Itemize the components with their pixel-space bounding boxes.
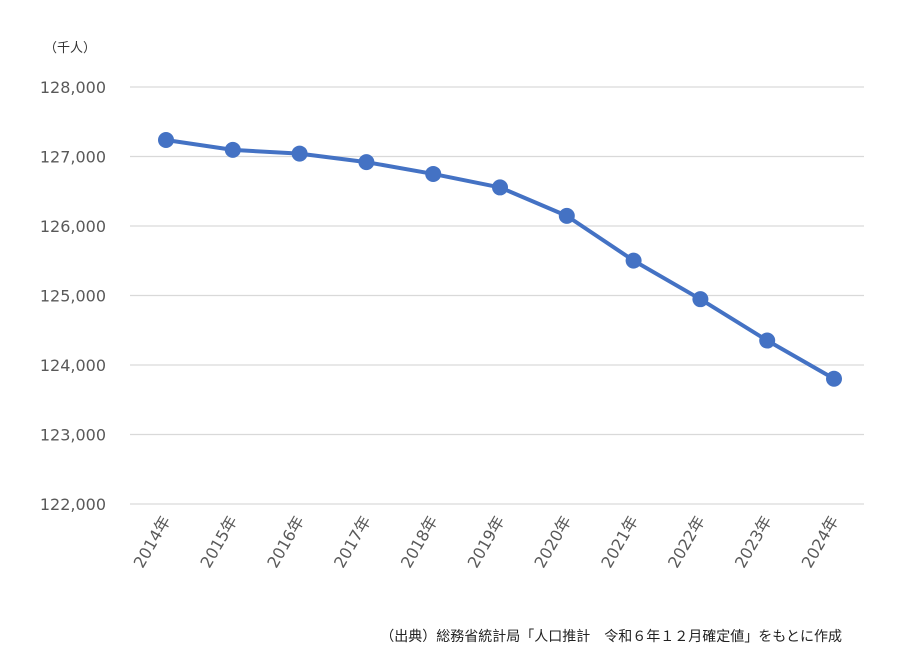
data-point-2019年 — [492, 179, 508, 196]
y-tick-label: 124,000 — [40, 356, 106, 375]
data-point-2021年 — [625, 252, 642, 269]
data-point-2017年 — [358, 154, 375, 171]
y-tick-label: 123,000 — [40, 426, 106, 445]
x-tick-label: 2017年 — [330, 513, 375, 572]
x-tick-label: 2019年 — [464, 513, 509, 572]
x-tick-label: 2022年 — [664, 513, 709, 572]
x-tick-label: 2020年 — [530, 513, 575, 572]
x-tick-label: 2024年 — [798, 513, 843, 572]
y-tick-label: 125,000 — [40, 287, 106, 306]
x-tick-label: 2014年 — [130, 513, 175, 572]
data-point-2015年 — [224, 141, 241, 158]
x-tick-label: 2018年 — [397, 513, 442, 572]
data-point-2014年 — [158, 132, 174, 149]
x-tick-label: 2015年 — [196, 513, 241, 572]
data-point-2024年 — [826, 370, 842, 387]
data-point-2022年 — [692, 291, 709, 308]
y-tick-label: 128,000 — [40, 78, 106, 97]
series-line — [164, 138, 836, 381]
gridlines — [130, 86, 864, 505]
series-layer — [158, 132, 842, 387]
source-note: （出典）総務省統計局「人口推計 令和６年１２月確定値」をもとに作成 — [380, 629, 842, 645]
data-point-2020年 — [558, 207, 575, 224]
data-point-2023年 — [759, 332, 776, 349]
x-tick-label: 2023年 — [731, 513, 776, 572]
data-point-2016年 — [291, 145, 308, 162]
y-tick-label: 126,000 — [40, 217, 106, 236]
x-axis-ticks: 2014年 2015年 2016年 2017年 2018年 2019年 2020年 2021年… — [130, 513, 843, 572]
x-tick-label: 2016年 — [263, 513, 308, 572]
y-tick-label: 122,000 — [40, 495, 106, 514]
unit-label: （千人） — [44, 41, 96, 56]
data-point-2018年 — [425, 165, 442, 182]
y-tick-label: 127,000 — [40, 148, 106, 167]
y-axis-ticks: 122,000 123,000 124,000 125,000 126,000 127,0… — [40, 78, 106, 514]
x-tick-label: 2021年 — [597, 513, 642, 572]
